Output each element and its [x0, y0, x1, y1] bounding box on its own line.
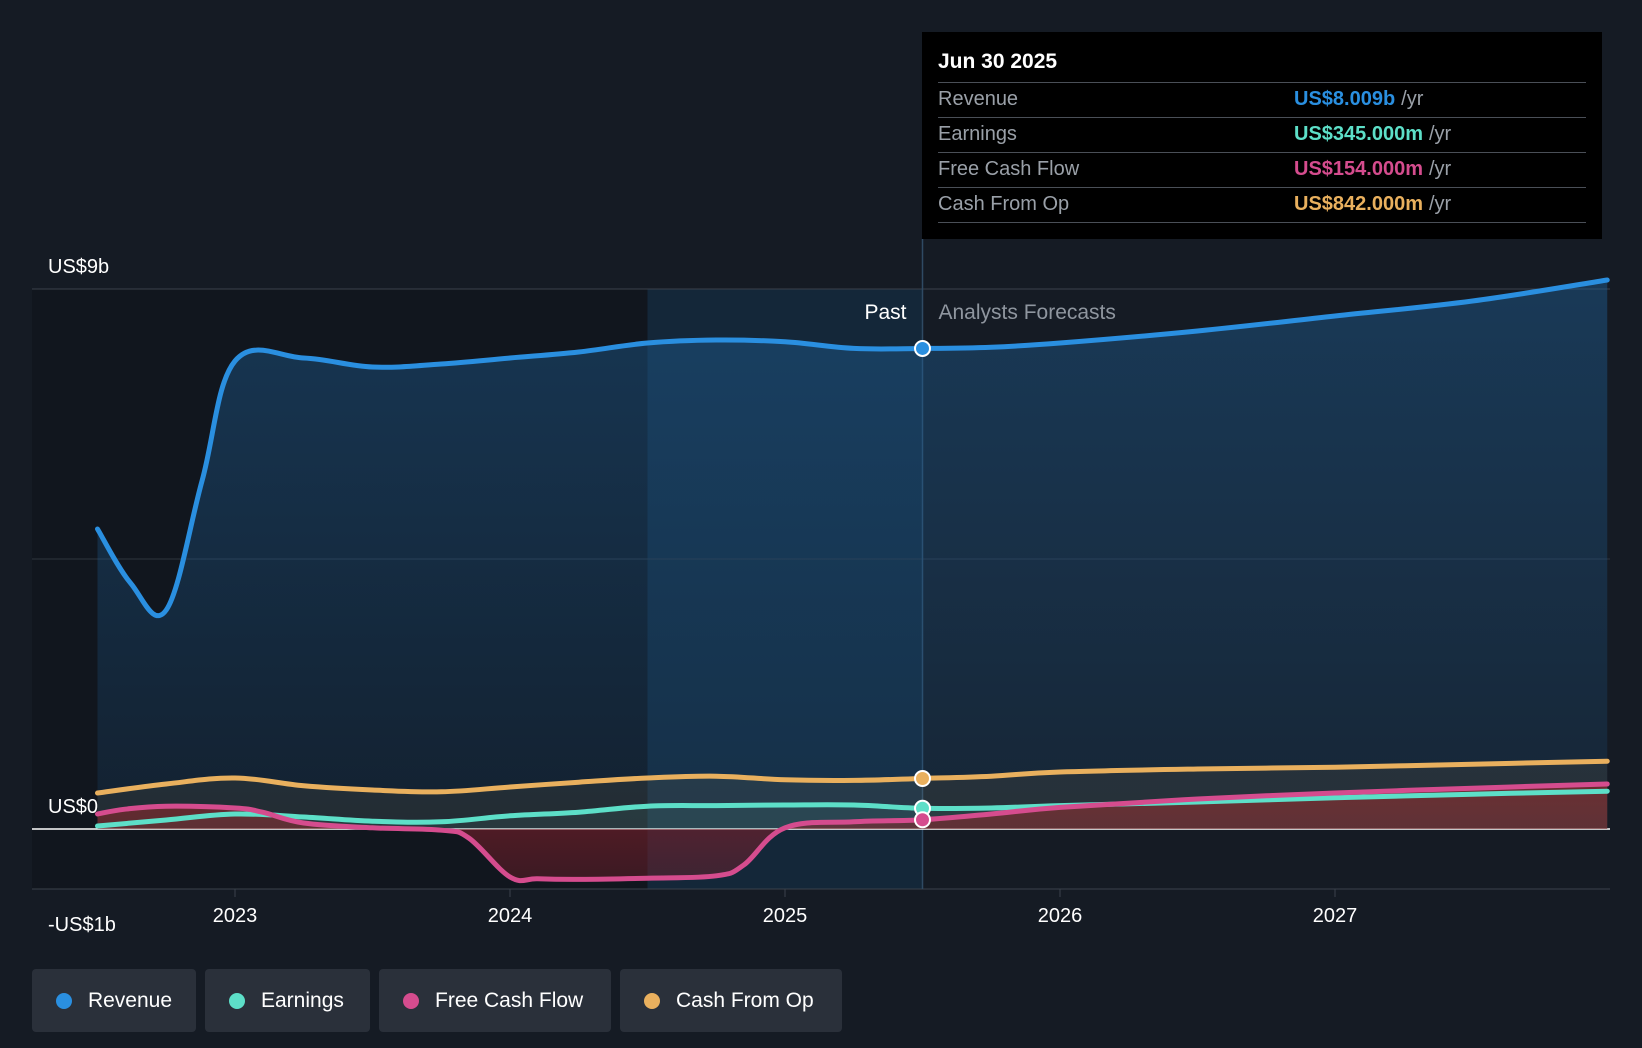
forecast-label: Analysts Forecasts [939, 301, 1116, 324]
free-cash-flow-area [97, 784, 1608, 881]
tooltip: Jun 30 2025 Revenue US$8.009b /yr Earnin… [922, 32, 1602, 239]
legend-label: Revenue [87, 988, 172, 1012]
y-tick-label: US$9b [48, 256, 109, 278]
x-tick-label: 2024 [488, 905, 533, 927]
tooltip-row-unit: /yr [1428, 193, 1452, 215]
free-cash-flow-dot-icon [403, 992, 419, 1009]
legend: Revenue Earnings Free Cash Flow Cash Fro… [32, 969, 842, 1032]
tooltip-row-revenue: Revenue US$8.009b /yr [938, 83, 1586, 118]
legend-label: Free Cash Flow [435, 988, 584, 1012]
revenue-marker[interactable] [914, 339, 931, 357]
tooltip-row-cash-from-op: Cash From Op US$842.000m /yr [938, 188, 1586, 223]
cash-from-op-area [97, 761, 1608, 829]
earnings-dot-icon [229, 992, 245, 1009]
cash-from-op-line [95, 758, 1610, 796]
tooltip-row-label: Free Cash Flow [938, 158, 1080, 180]
tooltip-row-label: Revenue [938, 88, 1019, 110]
revenue-line [95, 277, 1610, 619]
tooltip-row-value: US$8.009b [1294, 88, 1396, 110]
legend-item-revenue[interactable]: Revenue [32, 969, 196, 1032]
legend-item-free-cash-flow[interactable]: Free Cash Flow [379, 969, 611, 1032]
past-label: Past [864, 301, 906, 324]
legend-label: Cash From Op [676, 988, 814, 1012]
tooltip-row-label: Earnings [938, 123, 1017, 145]
tooltip-row-value: US$842.000m [1294, 193, 1423, 215]
tooltip-date: Jun 30 2025 [938, 46, 1586, 83]
cash-from-op-marker[interactable] [914, 769, 931, 787]
tooltip-row-free-cash-flow: Free Cash Flow US$154.000m /yr [938, 153, 1586, 188]
cash-from-op-dot-icon [644, 992, 660, 1009]
x-tick-label: 2023 [213, 905, 258, 927]
tooltip-row-label: Cash From Op [938, 193, 1070, 215]
tooltip-row-value: US$154.000m [1294, 158, 1423, 180]
revenue-dot-icon [56, 992, 72, 1009]
y-tick-label: US$0 [48, 796, 98, 818]
x-tick-label: 2027 [1313, 905, 1358, 927]
tooltip-row-unit: /yr [1401, 88, 1424, 110]
revenue-area [97, 280, 1608, 829]
legend-item-cash-from-op[interactable]: Cash From Op [620, 969, 842, 1032]
free-cash-flow-line [95, 781, 1610, 884]
legend-label: Earnings [261, 988, 344, 1012]
y-tick-label: -US$1b [48, 914, 116, 936]
tooltip-row-earnings: Earnings US$345.000m /yr [938, 118, 1586, 153]
tooltip-row-unit: /yr [1428, 123, 1452, 145]
x-tick-label: 2026 [1038, 905, 1083, 927]
tooltip-row-unit: /yr [1428, 158, 1452, 180]
earnings-line [95, 788, 1610, 829]
tooltip-row-value: US$345.000m [1294, 123, 1423, 145]
free-cash-flow-marker[interactable] [914, 811, 931, 829]
x-tick-label: 2025 [763, 905, 808, 927]
legend-item-earnings[interactable]: Earnings [205, 969, 370, 1032]
